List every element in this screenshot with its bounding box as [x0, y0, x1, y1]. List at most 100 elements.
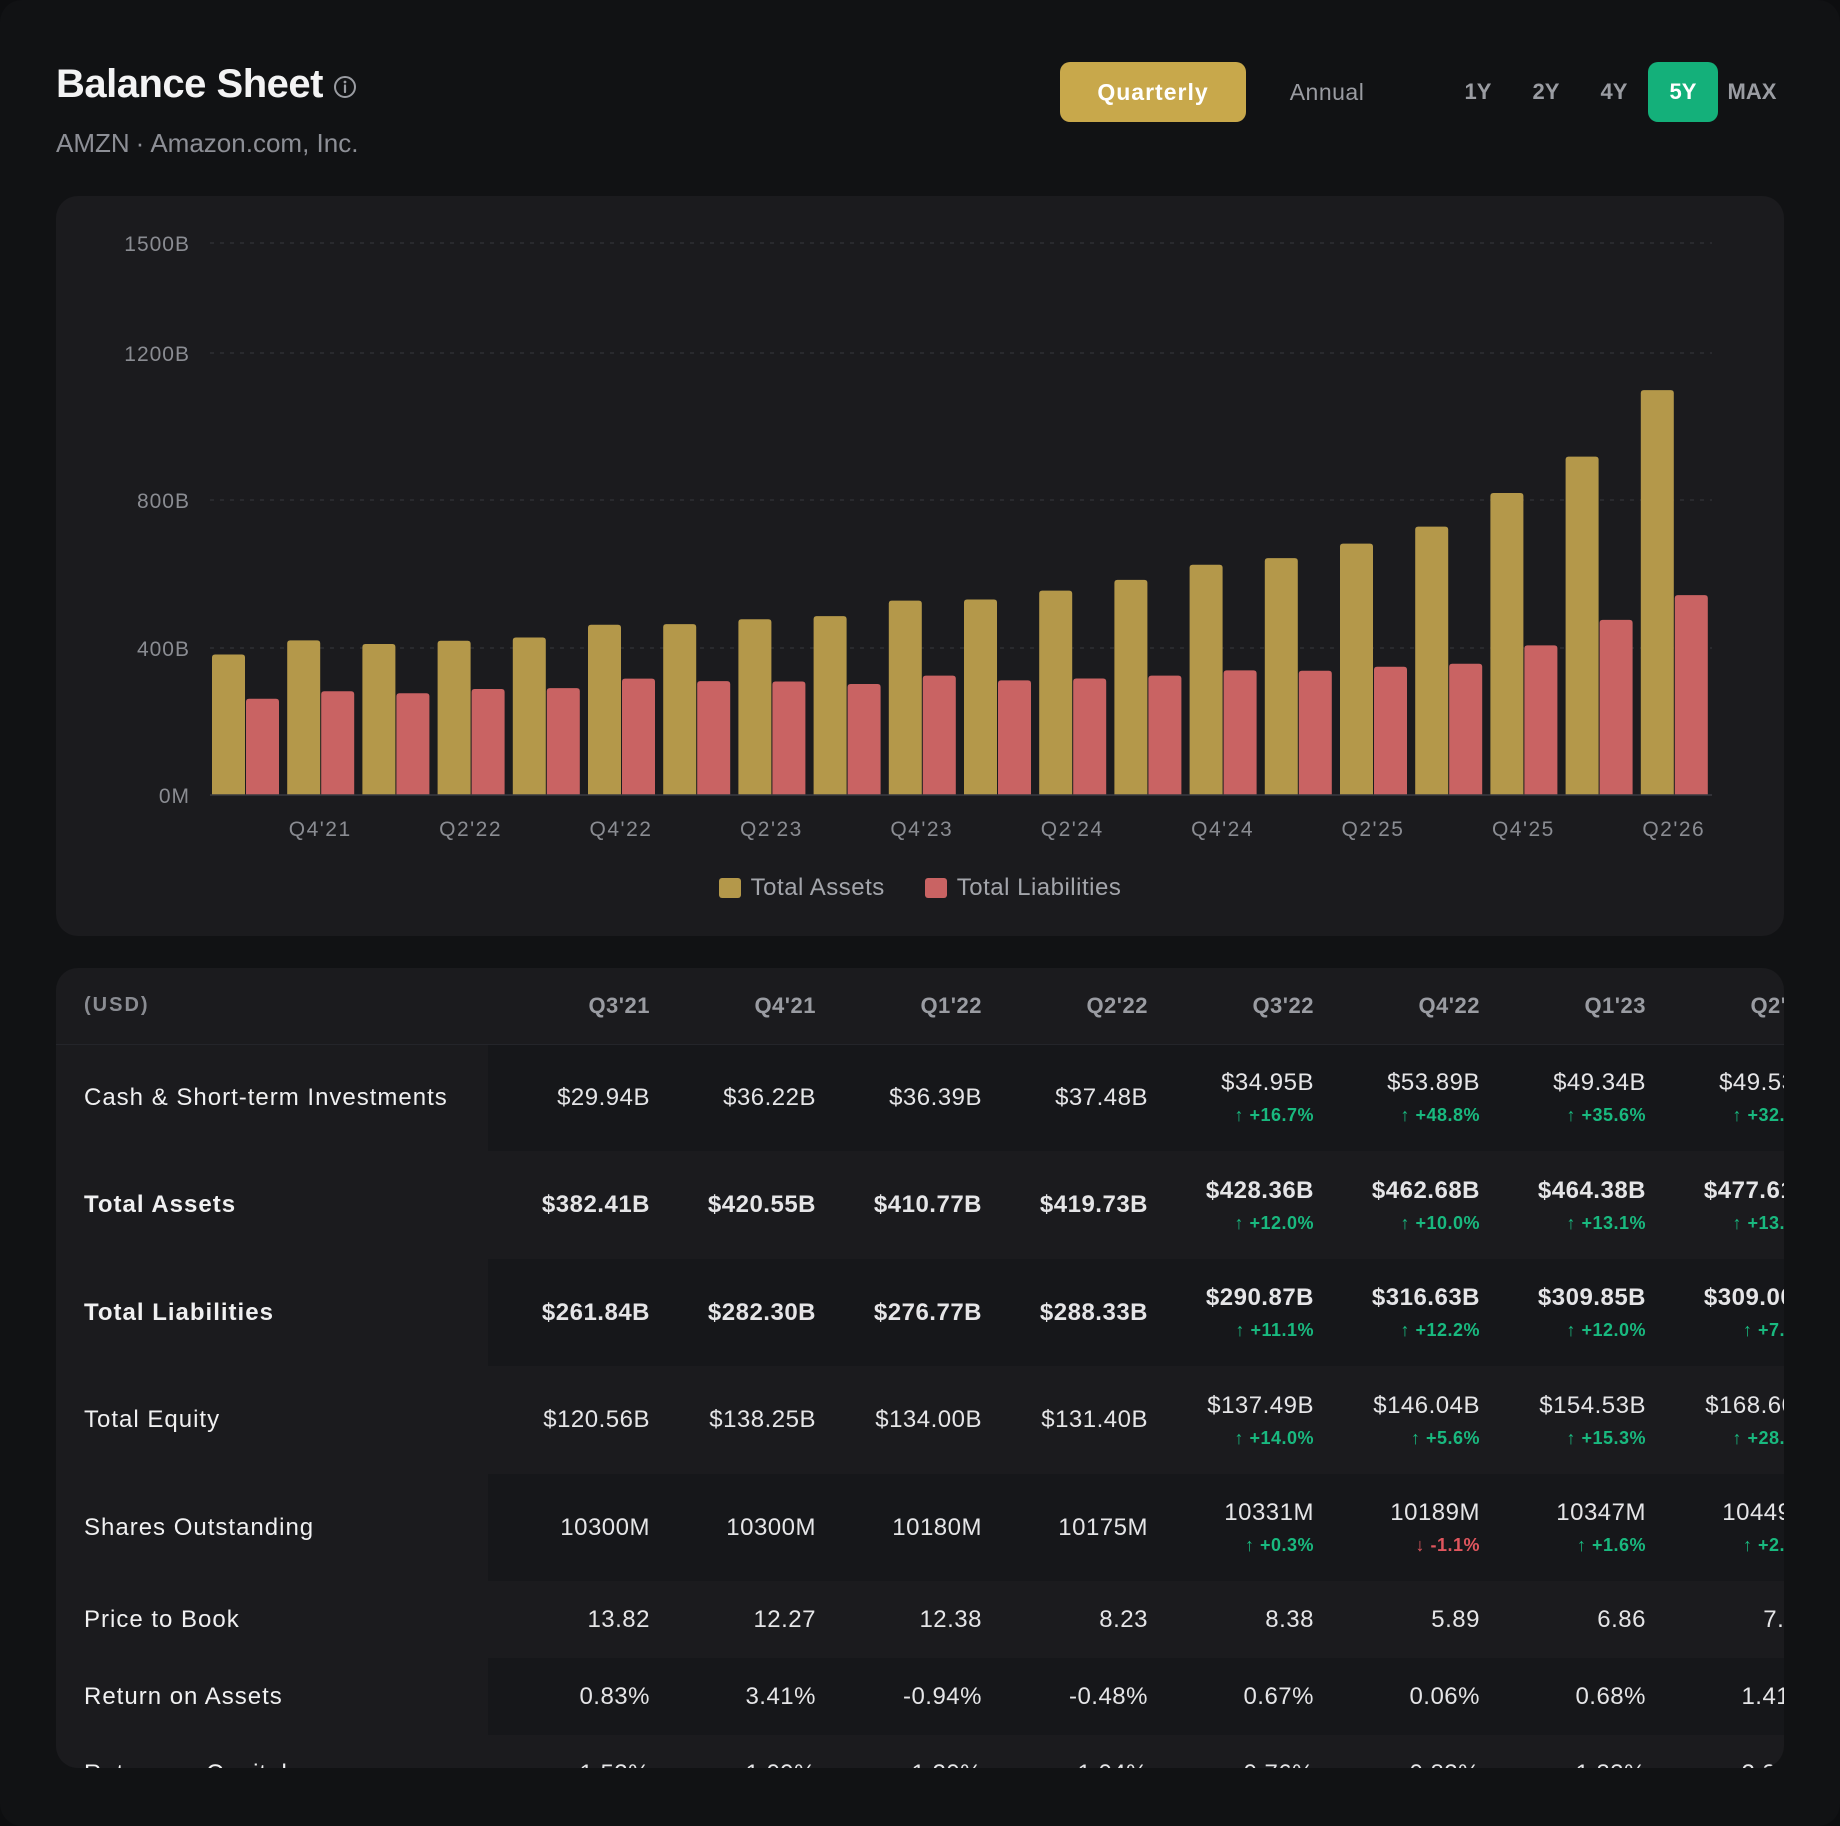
bar-total-liabilities — [1148, 675, 1182, 795]
bar-total-liabilities — [246, 698, 279, 795]
bar-total-liabilities — [1073, 678, 1107, 795]
row-label: Total Equity — [56, 1366, 488, 1474]
range-button-1y[interactable]: 1Y — [1464, 79, 1492, 104]
range-button-2y[interactable]: 2Y — [1532, 79, 1560, 104]
bar-total-assets — [212, 654, 245, 795]
column-header[interactable]: Q1'23 — [1484, 968, 1650, 1045]
cell-change: ↑ +11.1% — [1235, 1320, 1314, 1340]
y-tick-label: 1500B — [124, 233, 190, 256]
table-cell: $420.55B — [654, 1151, 820, 1259]
cell-value: 10180M — [892, 1513, 982, 1541]
annual-button[interactable]: Annual — [1289, 78, 1365, 105]
column-header[interactable]: Q4'22 — [1318, 968, 1484, 1045]
cell-value: $261.84B — [541, 1298, 650, 1326]
bar-total-assets — [1340, 543, 1373, 795]
balance-bar-chart: 0M 400B 800B 1200B 1500B Q4'21 Q2'22 Q4'22 Q2'23… — [124, 233, 1712, 841]
cell-value: 13.82 — [587, 1605, 650, 1633]
table-cell: 2.37% — [1650, 1735, 1784, 1769]
cell-change: ↑ +14.0% — [1234, 1427, 1314, 1448]
bar-total-liabilities — [697, 681, 731, 795]
table-cell: -0.48% — [986, 1658, 1152, 1735]
legend-label-liabilities: Total Liabilities — [956, 874, 1122, 901]
cell-value: 10347M — [1556, 1499, 1646, 1526]
legend-swatch-liabilities — [924, 878, 947, 898]
x-tick-label: Q4'21 — [289, 818, 352, 841]
table-cell: $49.34B ↑ +35.6% — [1484, 1044, 1650, 1151]
table-cell: 1.33% — [1484, 1735, 1650, 1769]
range-button-4y[interactable]: 4Y — [1600, 79, 1628, 104]
column-header[interactable]: Q3'22 — [1152, 968, 1318, 1045]
chart-legend: Total Assets Total Liabilities — [0, 874, 1840, 902]
bar-total-liabilities — [396, 693, 430, 795]
row-label: Cash & Short-term Investments — [56, 1044, 488, 1151]
row-label: Return on Assets — [56, 1658, 488, 1735]
table-cell: 10175M — [986, 1474, 1152, 1581]
table-row: Return on Assets 0.83% 3.41% -0.94% -0.48% 0.… — [56, 1658, 1784, 1735]
table-cell: $29.94B — [488, 1044, 654, 1151]
cell-value: 0.06% — [1409, 1682, 1480, 1710]
bar-total-liabilities — [847, 684, 881, 795]
column-header[interactable]: Q3'21 — [488, 968, 654, 1045]
cell-value: 10331M — [1224, 1499, 1314, 1526]
cell-value: 2.37% — [1650, 1760, 1784, 1769]
table-cell: 10331M ↑ +0.3% — [1152, 1474, 1318, 1581]
bar-total-liabilities — [1298, 670, 1332, 795]
column-header[interactable]: Q2'22 — [986, 968, 1152, 1045]
cell-value: 10300M — [560, 1513, 650, 1541]
cell-value: $49.34B — [1553, 1069, 1646, 1097]
table-cell: 12.27 — [654, 1581, 820, 1658]
cell-value: $419.73B — [1039, 1191, 1148, 1218]
subtitle-separator: · — [135, 128, 145, 158]
row-label: Total Assets — [56, 1151, 488, 1259]
table-cell: -0.94% — [820, 1658, 986, 1735]
bar-total-assets — [1039, 590, 1073, 795]
cell-value: 1.33% — [1484, 1760, 1646, 1769]
column-header[interactable]: Q4'21 — [654, 968, 820, 1045]
table-cell: 1.09% — [654, 1735, 820, 1769]
cell-value: 1.52% — [488, 1760, 650, 1769]
table-cell: $120.56B — [488, 1366, 654, 1474]
cell-change: ↑ +12.0% — [1566, 1320, 1646, 1340]
legend-item-liabilities[interactable]: Total Liabilities — [924, 874, 1122, 902]
table-cell: $282.30B — [654, 1259, 820, 1366]
x-tick-label: Q2'25 — [1342, 818, 1405, 841]
cell-change: ↑ +35.6% — [1566, 1105, 1646, 1126]
info-icon[interactable] — [333, 75, 357, 99]
bar-total-assets — [512, 637, 546, 795]
quarterly-button[interactable]: Quarterly — [1060, 62, 1246, 122]
table-cell: $146.04B ↑ +5.6% — [1318, 1366, 1484, 1474]
cell-value: 0.67% — [1243, 1682, 1314, 1710]
table-cell: $154.53B ↑ +15.3% — [1484, 1366, 1650, 1474]
bar-total-assets — [287, 640, 321, 795]
column-header[interactable]: Q1'22 — [820, 968, 986, 1045]
row-label: Return on Capital — [56, 1735, 488, 1768]
column-header[interactable]: Q2'23 — [1650, 968, 1784, 1045]
cell-value: 1.20% — [820, 1760, 982, 1769]
bar-total-assets — [588, 624, 621, 795]
table-cell: 0.83% — [488, 1658, 654, 1735]
bar-total-liabilities — [1223, 670, 1257, 795]
bar-total-liabilities — [1674, 595, 1708, 795]
table-row: Total Equity $120.56B $138.25B $134.00B $131… — [56, 1366, 1784, 1474]
bar-total-assets — [888, 600, 922, 795]
range-button-5y[interactable]: 5Y — [1648, 62, 1718, 122]
cell-value: $316.63B — [1371, 1284, 1480, 1311]
table-cell: $419.73B — [986, 1151, 1152, 1259]
cell-change: ↑ +7.2% — [1742, 1320, 1784, 1340]
bar-total-assets — [1640, 390, 1674, 795]
cell-value: $276.77B — [873, 1298, 982, 1326]
cell-value: 0.83% — [579, 1682, 650, 1710]
unit-label: (USD) — [56, 968, 488, 1045]
table-row: Cash & Short-term Investments $29.94B $36.… — [56, 1044, 1784, 1151]
cell-value: $134.00B — [875, 1406, 982, 1433]
table-cell: $477.61B ↑ +13.8% — [1650, 1151, 1784, 1259]
range-button-max[interactable]: MAX — [1727, 79, 1777, 104]
cell-change: ↑ +15.3% — [1566, 1427, 1646, 1448]
table-cell: $290.87B ↑ +11.1% — [1152, 1259, 1318, 1366]
legend-item-assets[interactable]: Total Assets — [718, 874, 885, 902]
table-cell: 3.41% — [654, 1658, 820, 1735]
table-cell: 0.68% — [1484, 1658, 1650, 1735]
cell-change: ↑ +10.0% — [1400, 1212, 1480, 1233]
table-cell: 10300M — [654, 1474, 820, 1581]
